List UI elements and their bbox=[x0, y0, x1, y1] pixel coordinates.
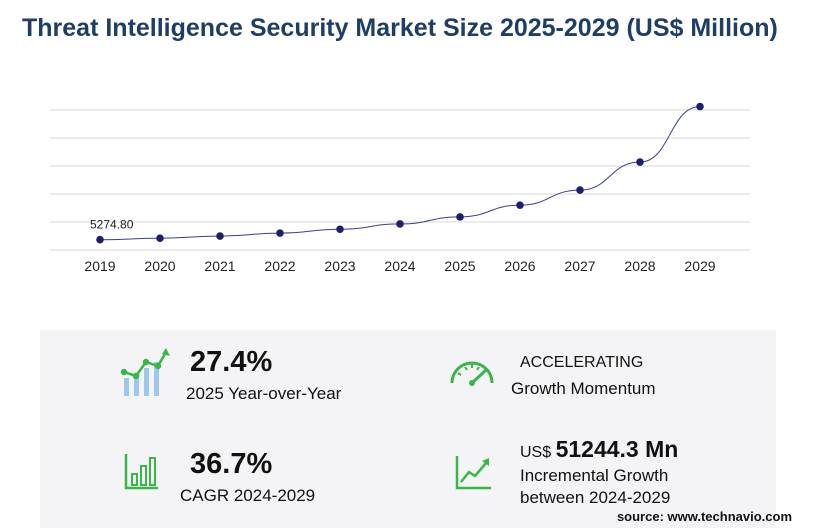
data-point bbox=[636, 158, 644, 166]
bar-growth-icon bbox=[120, 348, 170, 396]
data-point bbox=[396, 220, 404, 228]
line-chart: 2019 2020 2021 2022 2023 2024 2025 2026 2027 2028… bbox=[50, 102, 750, 274]
x-tick-label: 2019 bbox=[84, 258, 115, 274]
x-tick-label: 2026 bbox=[504, 258, 535, 274]
x-tick-label: 2021 bbox=[204, 258, 235, 274]
stats-panel bbox=[40, 330, 776, 528]
cagr-value: 36.7% bbox=[190, 448, 273, 480]
incremental-label-2: between 2024-2029 bbox=[520, 488, 671, 507]
x-tick-label: 2025 bbox=[444, 258, 475, 274]
data-point bbox=[576, 186, 584, 194]
x-tick-labels: 2019 2020 2021 2022 2023 2024 2025 2026 2027 2028… bbox=[84, 258, 715, 274]
yoy-label: 2025 Year-over-Year bbox=[186, 384, 342, 403]
data-point bbox=[216, 232, 224, 240]
trend-line-icon bbox=[455, 456, 491, 490]
x-tick-label: 2024 bbox=[384, 258, 415, 274]
data-point bbox=[96, 235, 104, 244]
currency-prefix: US$ bbox=[520, 444, 552, 461]
data-points bbox=[96, 102, 704, 244]
x-tick-label: 2028 bbox=[624, 258, 655, 274]
bar-chart-icon bbox=[124, 454, 158, 490]
incremental-value: US$ 51244.3 Mn bbox=[520, 436, 678, 463]
x-tick-label: 2020 bbox=[144, 258, 175, 274]
x-tick-label: 2023 bbox=[324, 258, 355, 274]
data-point bbox=[696, 102, 704, 111]
grid-lines bbox=[50, 109, 750, 251]
speedometer-icon bbox=[450, 361, 494, 386]
cagr-label: CAGR 2024-2029 bbox=[180, 486, 316, 505]
yoy-value: 27.4% bbox=[190, 346, 273, 378]
data-label: 5274.80 bbox=[90, 218, 134, 232]
series-line bbox=[99, 106, 701, 241]
x-tick-label: 2029 bbox=[684, 258, 715, 274]
data-point bbox=[156, 234, 164, 243]
data-point bbox=[276, 229, 284, 237]
chart-title: Threat Intelligence Security Market Size… bbox=[22, 14, 778, 42]
data-point bbox=[456, 213, 464, 221]
x-tick-label: 2022 bbox=[264, 258, 295, 274]
incremental-amount: 51244.3 Mn bbox=[555, 436, 679, 462]
data-point bbox=[336, 225, 344, 234]
data-labels: 5274.80 bbox=[90, 218, 134, 232]
incremental-label-1: Incremental Growth bbox=[520, 466, 669, 485]
source-credit: source: www.technavio.com bbox=[616, 509, 792, 524]
data-point bbox=[516, 201, 524, 209]
momentum-label: Growth Momentum bbox=[511, 379, 656, 398]
momentum-title: ACCELERATING bbox=[520, 354, 644, 371]
x-tick-label: 2027 bbox=[564, 258, 595, 274]
